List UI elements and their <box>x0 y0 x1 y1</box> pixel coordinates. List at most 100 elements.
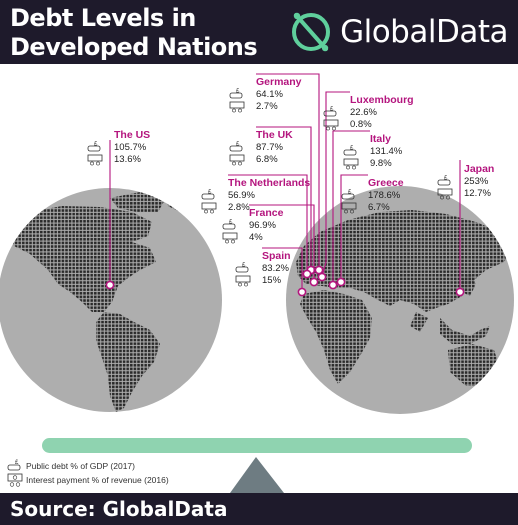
banknote-shape <box>201 202 217 210</box>
hand-shape <box>235 266 249 273</box>
hand-shape <box>229 92 243 99</box>
banknote-coins-icon <box>87 154 103 166</box>
pound-symbol: £ <box>94 142 98 148</box>
legend-debt-item: £ Public debt % of GDP (2017) <box>7 460 135 471</box>
country-callout: Germany £ 64.1%2.7% <box>229 73 324 275</box>
coin-shape <box>446 195 450 200</box>
interest-value: 6.8% <box>256 154 278 165</box>
banknote-coins-icon <box>343 158 359 170</box>
coin-shape <box>238 161 242 166</box>
coin-shape <box>90 161 94 166</box>
country-callout: Japan £ 253%12.7% <box>437 160 494 297</box>
banknote-shape <box>323 119 339 127</box>
hand-shape <box>341 193 355 200</box>
interest-value: 13.6% <box>114 154 141 165</box>
hand-shape <box>87 145 101 152</box>
footer-bar: Source: GlobalData <box>0 493 518 525</box>
debt-value: 22.6% <box>350 107 377 118</box>
country-marker <box>302 269 312 279</box>
leader-line <box>321 91 350 278</box>
interest-value: 2.7% <box>256 101 278 112</box>
banknote-coins-icon <box>222 232 238 244</box>
hand-shape <box>437 179 451 186</box>
banknote-coins-icon <box>229 154 245 166</box>
country-marker <box>297 287 307 297</box>
banknote-shape <box>343 158 359 166</box>
coin-shape <box>326 126 330 131</box>
banknote-shape <box>229 101 245 109</box>
coin-shape <box>332 126 336 131</box>
banknote-shape <box>341 202 357 210</box>
banknote-shape <box>437 188 453 196</box>
coin-shape <box>204 209 208 214</box>
interest-value: 0.8% <box>350 119 372 130</box>
scale-beam <box>42 438 472 453</box>
banknote-shape <box>87 154 103 162</box>
title-line-1: Debt Levels in <box>10 4 196 32</box>
interest-value: 6.7% <box>368 202 390 213</box>
leader-line <box>228 174 308 274</box>
country-marker <box>455 287 465 297</box>
banknote-coins-icon <box>437 188 453 200</box>
coin-shape <box>350 209 354 214</box>
coin-shape <box>238 282 242 287</box>
coin-shape <box>440 195 444 200</box>
banknote-shape <box>229 154 245 162</box>
hand-shape <box>323 110 337 117</box>
hand-money-icon: £ <box>437 176 451 186</box>
pound-symbol: £ <box>348 190 352 196</box>
scale-stand <box>230 457 284 493</box>
globaldata-icon <box>292 12 331 52</box>
country-markers: The US £ 105.7%13.6% Germany £ 64.1%2.7% The U… <box>87 73 494 297</box>
interest-value: 2.8% <box>228 202 250 213</box>
country-callout: The Netherlands £ 56.9%2.8% <box>201 174 312 279</box>
leader-line <box>256 126 312 270</box>
country-callout: Luxembourg £ 22.6%0.8% <box>317 91 414 282</box>
coin-shape <box>344 209 348 214</box>
hand-money-icon: £ <box>229 89 243 99</box>
country-name: Japan <box>464 163 494 175</box>
banknote-coins-icon <box>7 473 23 487</box>
svg-text:£: £ <box>15 460 19 466</box>
banknote-coins-icon <box>201 202 217 214</box>
hand-money-icon: £ <box>341 190 355 200</box>
hand-shape <box>222 223 236 230</box>
debt-value: 253% <box>464 176 489 187</box>
debt-value: 64.1% <box>256 89 283 100</box>
country-name: The Netherlands <box>228 177 310 189</box>
debt-value: 56.9% <box>228 190 255 201</box>
debt-value: 105.7% <box>114 142 147 153</box>
hand-money-icon: £ <box>201 190 215 200</box>
leader-line <box>256 73 320 270</box>
country-name: Italy <box>370 133 391 145</box>
country-callout: The UK £ 87.7%6.8% <box>229 126 316 275</box>
globe-eurasia <box>286 186 514 414</box>
pound-symbol: £ <box>330 107 334 113</box>
country-callout: The US £ 105.7%13.6% <box>87 129 150 290</box>
coin-shape <box>352 165 356 170</box>
country-name: The US <box>114 129 150 141</box>
leader-line <box>249 204 315 282</box>
hand-money-icon: £ <box>229 142 243 152</box>
leader-line <box>332 130 370 285</box>
country-marker <box>317 272 327 282</box>
source-label: Source: GlobalData <box>10 497 228 521</box>
pound-symbol: £ <box>208 190 212 196</box>
interest-value: 4% <box>249 232 263 243</box>
legend-interest-item: Interest payment % of revenue (2016) <box>7 473 169 487</box>
coin-shape <box>346 165 350 170</box>
pound-symbol: £ <box>350 146 354 152</box>
country-marker <box>105 280 115 290</box>
country-marker <box>309 277 319 287</box>
country-callout: Greece £ 178.6%6.7% <box>336 174 404 287</box>
hand-money-icon: £ <box>323 107 337 117</box>
country-marker <box>314 265 324 275</box>
country-name: Luxembourg <box>350 94 414 106</box>
hand-shape <box>229 145 243 152</box>
coin-shape <box>231 239 235 244</box>
legend-debt-label: Public debt % of GDP (2017) <box>26 461 135 471</box>
banknote-shape <box>222 232 238 240</box>
brand-logo: GlobalData <box>288 8 508 56</box>
country-name: Germany <box>256 76 302 88</box>
coin-shape <box>244 282 248 287</box>
